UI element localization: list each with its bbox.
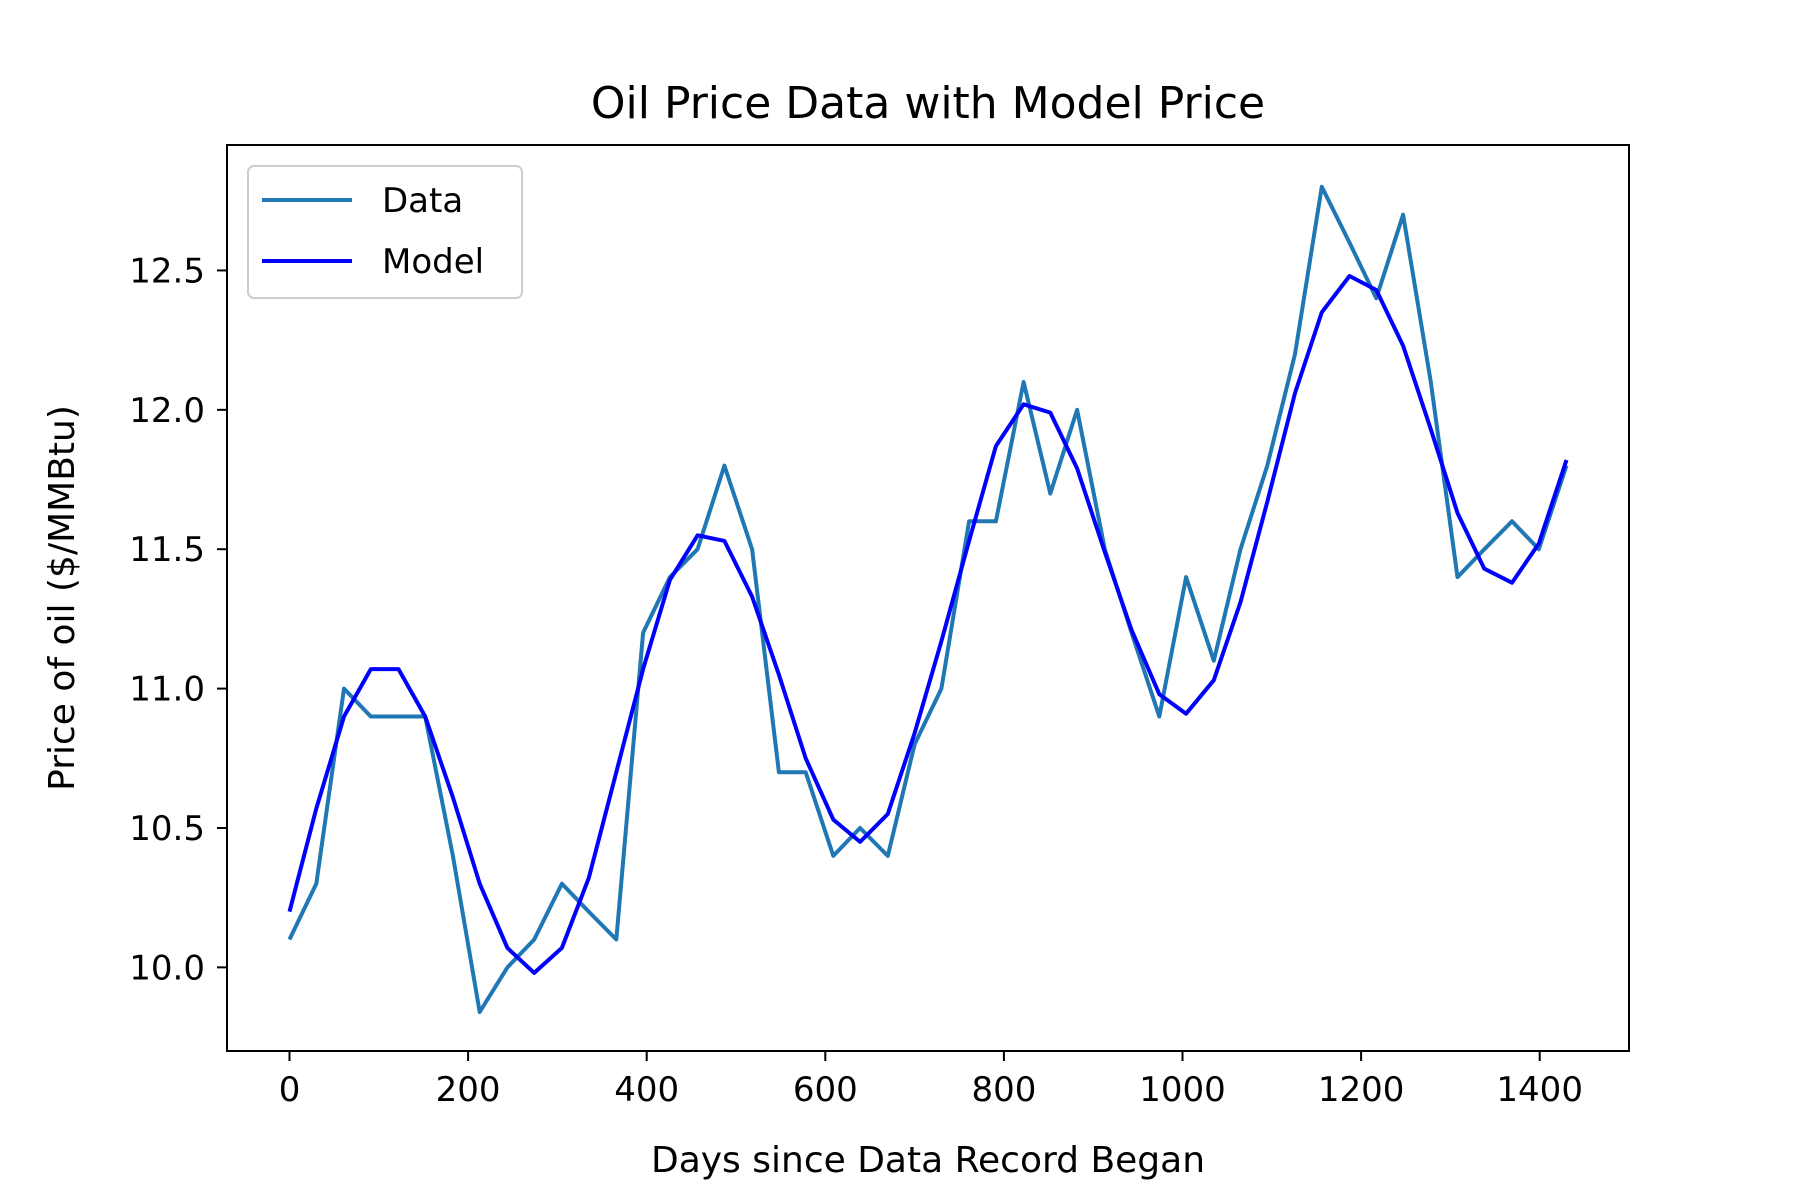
y-tick-label: 12.5 (129, 251, 205, 291)
y-tick-label: 11.5 (129, 530, 205, 570)
x-tick-label: 200 (436, 1070, 501, 1110)
legend-label-model: Model (382, 242, 484, 282)
series-line-model (287, 274, 1569, 975)
x-tick-label: 600 (793, 1070, 858, 1110)
x-tick-label: 400 (614, 1070, 679, 1110)
chart-title: Oil Price Data with Model Price (591, 78, 1265, 129)
y-tick-label: 12.0 (129, 391, 205, 431)
y-tick-label: 11.0 (129, 670, 205, 710)
x-axis-label: Days since Data Record Began (651, 1140, 1205, 1181)
plot-frame (226, 144, 1630, 1052)
y-tick-label: 10.0 (129, 948, 205, 988)
x-tick-label: 0 (279, 1070, 301, 1110)
legend: Data Model (247, 165, 523, 299)
legend-label-data: Data (382, 181, 463, 221)
x-tick-label: 1000 (1139, 1070, 1226, 1110)
series-line-data (287, 184, 1569, 1014)
x-tick-label: 1400 (1496, 1070, 1583, 1110)
x-axis: 0 200 400 600 800 1000 1200 1400 (279, 1051, 1583, 1110)
x-tick-label: 800 (971, 1070, 1036, 1110)
y-tick-label: 10.5 (129, 809, 205, 849)
y-axis: 10.0 10.5 11.0 11.5 12.0 12.5 (129, 251, 227, 988)
x-tick-label: 1200 (1318, 1070, 1405, 1110)
plot-area (287, 184, 1569, 1014)
y-axis-label: Price of oil ($/MMBtu) (42, 405, 83, 791)
